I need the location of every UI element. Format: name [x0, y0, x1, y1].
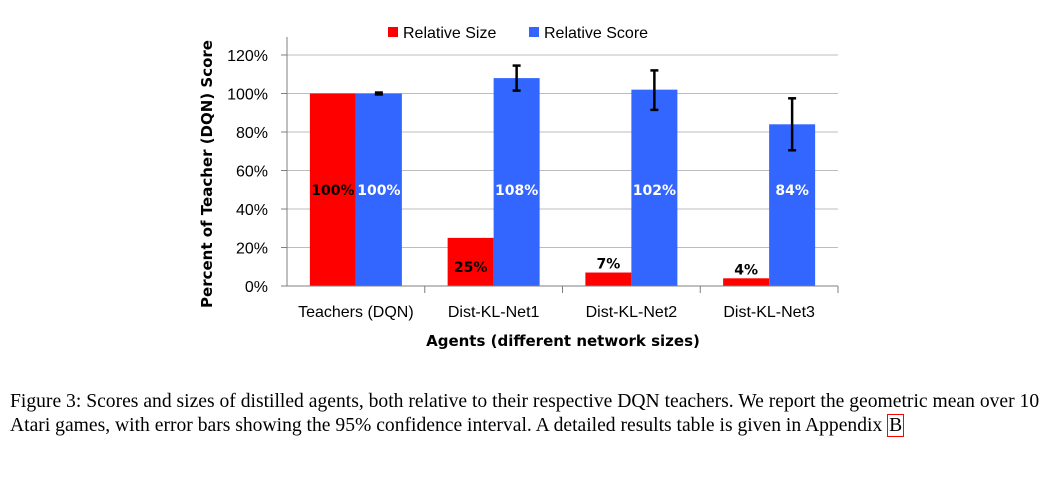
bar: [493, 78, 540, 286]
bar: [447, 237, 494, 286]
error-bars: [374, 64, 797, 152]
appendix-link[interactable]: B: [887, 414, 905, 437]
y-tick-label: 80%: [236, 125, 268, 142]
bar: [631, 89, 678, 287]
bar: [585, 272, 632, 286]
bar: [355, 93, 402, 286]
figure-caption: Figure 3: Scores and sizes of distilled …: [10, 390, 1040, 438]
y-axis-title: Percent of Teacher (DQN) Score: [198, 40, 216, 308]
y-tick-label: 0%: [245, 279, 268, 296]
bar: [309, 93, 356, 286]
bar: [723, 278, 770, 286]
data-label: 25%: [454, 260, 488, 276]
data-labels: 100% 100% 25% 108% 7% 102% 4% 84%: [311, 183, 809, 279]
x-tick-label: Dist-KL-Net1: [448, 304, 540, 321]
bars: [309, 78, 816, 287]
y-tick-label: 100%: [227, 87, 268, 104]
y-tick-label: 120%: [227, 48, 268, 65]
data-label: 100%: [311, 183, 354, 199]
y-tick-label: 40%: [236, 202, 268, 219]
axes: [281, 37, 839, 293]
legend-swatch: [529, 27, 539, 37]
data-label: 84%: [775, 183, 809, 199]
y-tick-labels: 0% 20% 40% 60% 80% 100% 120%: [227, 48, 268, 296]
data-label: 100%: [357, 183, 400, 199]
legend-label: Relative Score: [544, 25, 648, 42]
x-tick-label: Dist-KL-Net2: [586, 304, 678, 321]
data-label: 4%: [734, 262, 758, 278]
legend-label: Relative Size: [403, 25, 496, 42]
y-tick-label: 60%: [236, 164, 268, 181]
x-tick-label: Dist-KL-Net3: [723, 304, 815, 321]
x-tick-labels: Teachers (DQN) Dist-KL-Net1 Dist-KL-Net2 Di…: [298, 304, 815, 321]
bar-chart: 100% 100%25%108%7%102%4%84% 0%20%40%60%80…: [198, 25, 839, 350]
data-label: 108%: [495, 183, 538, 199]
data-label: 7%: [596, 257, 620, 273]
legend-swatch: [388, 27, 398, 37]
caption-text: Figure 3: Scores and sizes of distilled …: [10, 391, 1040, 436]
legend: Relative Size Relative Score: [388, 25, 648, 42]
data-label: 102%: [633, 183, 676, 199]
x-axis-title: Agents (different network sizes): [426, 332, 700, 350]
y-tick-label: 20%: [236, 241, 268, 258]
x-tick-label: Teachers (DQN): [298, 304, 414, 321]
